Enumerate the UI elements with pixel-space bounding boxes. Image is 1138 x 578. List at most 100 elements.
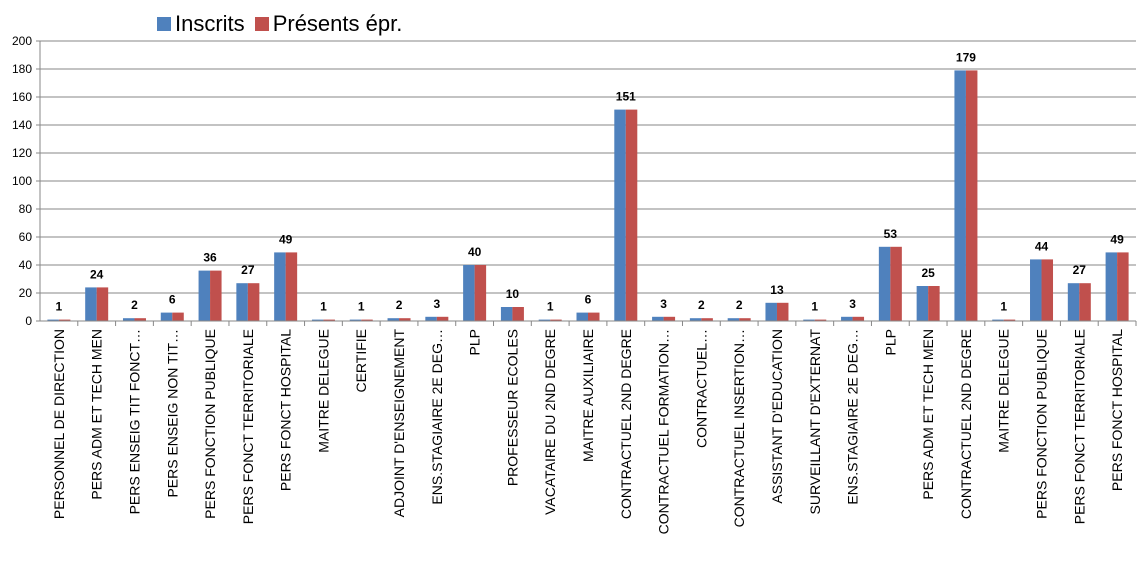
bar-presents: [1041, 259, 1054, 321]
data-label: 27: [241, 263, 255, 277]
bar-inscrits: [841, 316, 853, 321]
data-label: 27: [1073, 263, 1087, 277]
bar-inscrits: [727, 318, 740, 321]
data-label: 6: [169, 293, 176, 307]
data-label: 179: [956, 50, 976, 64]
bar-presents: [285, 252, 298, 321]
bar-inscrits: [1067, 283, 1080, 321]
data-label: 2: [698, 298, 705, 312]
bar-presents: [965, 70, 978, 322]
bar-inscrits: [1030, 259, 1042, 321]
bar-inscrits: [198, 270, 211, 321]
bar-inscrits: [916, 286, 929, 321]
bar-presents: [134, 318, 146, 321]
data-label: 24: [90, 267, 104, 281]
data-label: 1: [358, 300, 365, 314]
bar-presents: [1079, 283, 1091, 321]
data-label: 3: [660, 297, 667, 311]
x-tick-label: PERS ADM ET TECH MEN: [89, 329, 105, 500]
x-tick-label: PERS FONCT TERRITORIALE: [240, 329, 256, 524]
data-label: 151: [616, 90, 636, 104]
legend-item-presents: Présents épr.: [254, 11, 402, 37]
x-tick-label: PLP: [882, 329, 898, 355]
data-label: 1: [320, 300, 327, 314]
x-tick-label: PERS FONCT HOSPITAL: [278, 329, 294, 491]
bar-inscrits: [122, 318, 135, 321]
y-axis-ticks: 0 20 40 60 80 100 120 140 160 180 200: [12, 34, 32, 328]
x-tick-label: CONTRACTUEL 2ND DEGRE: [618, 329, 634, 519]
data-label: 13: [770, 283, 784, 297]
data-label: 49: [279, 232, 293, 246]
bar-presents: [1003, 319, 1016, 321]
x-tick-label: PERS FONCTION PUBLIQUE: [202, 329, 218, 519]
x-tick-label: PERS ENSEIG TIT FONCT…: [126, 329, 142, 514]
data-label: 40: [468, 245, 482, 259]
x-tick-label: PERS ADM ET TECH MEN: [920, 329, 936, 500]
bar-presents: [852, 316, 865, 321]
bar-inscrits: [425, 316, 437, 321]
data-label: 1: [811, 300, 818, 314]
data-label: 3: [433, 297, 440, 311]
presents-swatch-icon: [254, 17, 269, 31]
bar-presents: [474, 265, 487, 321]
legend-label-inscrits: Inscrits: [175, 11, 245, 36]
x-tick-label: MAITRE AUXILIAIRE: [580, 329, 596, 462]
bar-presents: [625, 109, 638, 321]
bar-presents: [776, 302, 789, 321]
bar-inscrits: [387, 318, 400, 321]
bar-inscrits: [878, 246, 891, 321]
bar-presents: [814, 319, 827, 321]
bar-presents: [701, 318, 713, 321]
bar-inscrits: [463, 265, 475, 321]
y-tick-label: 60: [19, 230, 33, 244]
x-tick-label: PLP: [467, 329, 483, 355]
bar-presents: [890, 246, 902, 321]
bar-presents: [247, 283, 260, 321]
data-label: 36: [203, 251, 217, 265]
data-label: 2: [396, 298, 403, 312]
data-label: 49: [1110, 232, 1124, 246]
bar-presents: [399, 318, 411, 321]
x-tick-label: PROFESSEUR ECOLES: [504, 329, 520, 486]
data-label: 2: [736, 298, 743, 312]
y-tick-label: 100: [12, 174, 32, 188]
bar-inscrits: [85, 287, 97, 321]
data-label: 1: [547, 300, 554, 314]
x-tick-label: ADJOINT D'ENSEIGNEMENT: [391, 329, 407, 518]
x-tick-label: CONTRACTUEL 2ND DEGRE: [958, 329, 974, 519]
legend-item-inscrits: Inscrits: [157, 11, 245, 37]
x-tick-label: PERSONNEL DE DIRECTION: [51, 329, 67, 519]
bar-inscrits: [47, 319, 59, 321]
bar-presents: [550, 319, 562, 321]
x-tick-label: CONTRACTUEL…: [693, 329, 709, 448]
x-tick-label: CONTRACTUEL INSERTION…: [731, 329, 747, 527]
bar-inscrits: [992, 319, 1004, 321]
y-tick-label: 180: [12, 62, 32, 76]
y-tick-label: 200: [12, 34, 32, 48]
x-tick-label: PERS FONCT TERRITORIALE: [1071, 329, 1087, 524]
bar-presents: [1117, 252, 1129, 321]
x-tick-label: ENS.STAGIAIRE 2E DEG…: [845, 329, 861, 505]
data-label: 6: [585, 293, 592, 307]
x-tick-label: ASSISTANT D'EDUCATION: [769, 329, 785, 504]
bar-inscrits: [576, 312, 588, 321]
data-label: 1: [56, 300, 63, 314]
bar-inscrits: [765, 302, 777, 321]
bar-inscrits: [311, 319, 324, 321]
y-tick-label: 80: [19, 202, 33, 216]
bar-inscrits: [349, 319, 362, 321]
bar-inscrits: [652, 316, 664, 321]
bar-presents: [739, 318, 751, 321]
x-tick-label: ENS.STAGIAIRE 2E DEG…: [429, 329, 445, 505]
bar-inscrits: [1105, 252, 1118, 321]
bar-inscrits: [236, 283, 248, 321]
data-label: 3: [849, 297, 856, 311]
y-tick-label: 140: [12, 118, 32, 132]
bar-inscrits: [803, 319, 815, 321]
bar-inscrits: [954, 70, 966, 322]
inscrits-swatch-icon: [157, 17, 171, 31]
legend: Inscrits Présents épr.: [157, 10, 412, 38]
x-tick-label: CERTIFIE: [353, 329, 369, 393]
